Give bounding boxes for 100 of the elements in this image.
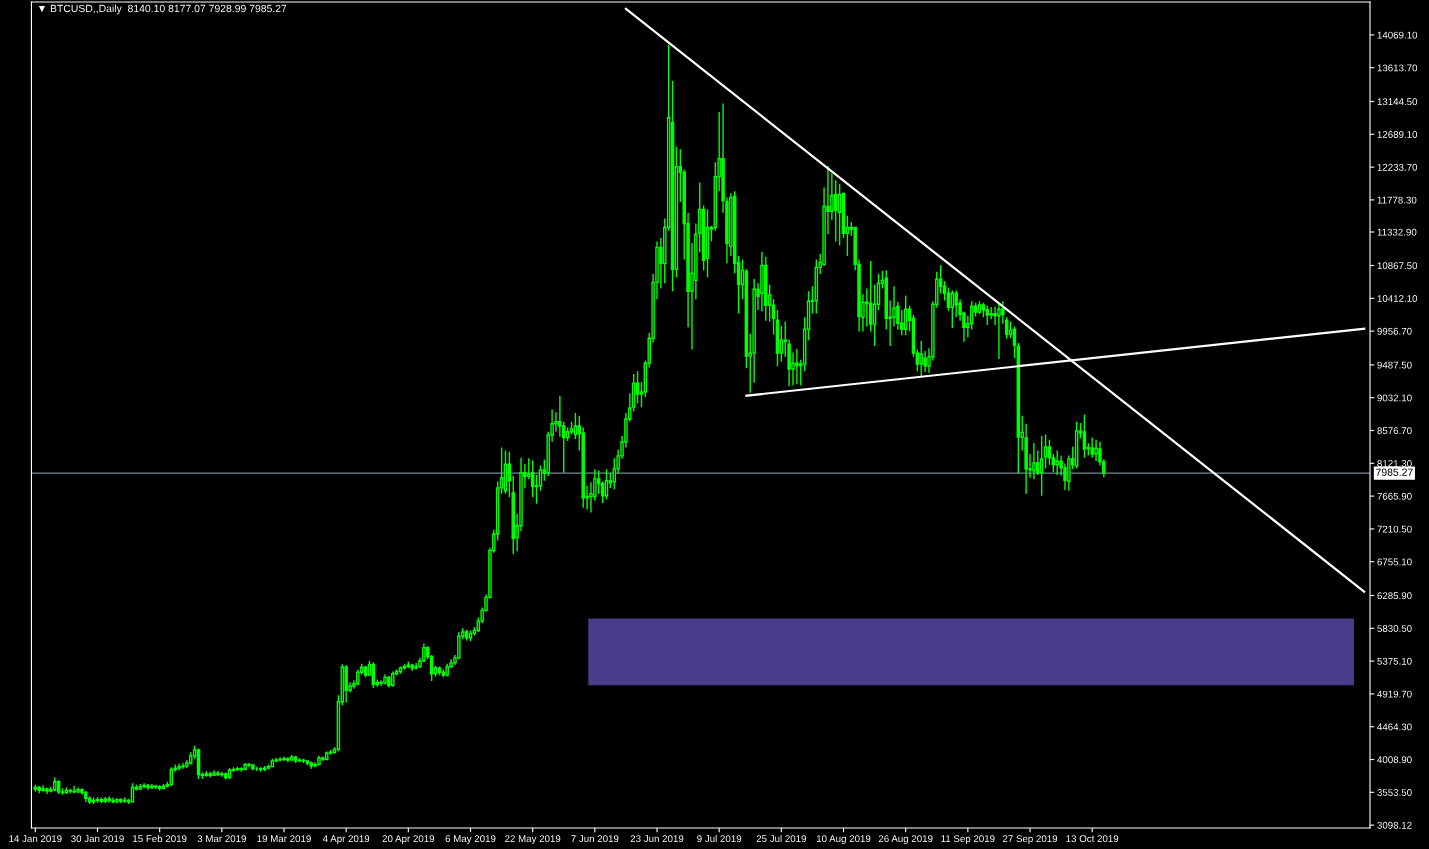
candlestick — [274, 757, 278, 764]
y-tick-label: 3098.12 — [1377, 821, 1412, 829]
y-tick-label: 11778.30 — [1377, 196, 1417, 204]
candlestick — [154, 783, 158, 790]
candlestick — [441, 668, 446, 679]
candlestick — [220, 770, 224, 778]
candlestick — [301, 758, 306, 764]
candlestick — [142, 782, 146, 789]
candlestick — [84, 790, 88, 803]
candlestick — [293, 755, 298, 764]
y-tick-label: 7210.50 — [1377, 525, 1412, 533]
candlestick — [235, 765, 240, 772]
candlestick — [317, 755, 321, 766]
candlestick — [76, 786, 80, 794]
y-tick-label: 13613.70 — [1377, 64, 1418, 72]
candlestick — [68, 788, 73, 794]
y-tick-label: 13144.50 — [1377, 98, 1418, 106]
candlestick — [119, 797, 123, 805]
candlestick — [985, 304, 990, 326]
candlestick — [1090, 436, 1094, 459]
candlestick — [328, 749, 333, 756]
candlestick — [251, 763, 255, 771]
candlestick — [989, 306, 993, 321]
x-tick-label: 11 Sep 2019 — [941, 835, 995, 845]
candlestick — [290, 754, 294, 762]
y-tick-label: 9487.50 — [1377, 361, 1412, 369]
y-tick-label: 7665.90 — [1377, 492, 1412, 500]
candlestick — [464, 629, 469, 642]
y-tick-label: 14069.10 — [1377, 31, 1418, 39]
candlestick — [216, 770, 220, 777]
y-tick-label: 9956.70 — [1377, 327, 1412, 335]
candlestick — [344, 664, 348, 704]
candlestick — [356, 668, 360, 686]
candlestick — [437, 665, 442, 676]
x-tick-label: 4 Apr 2019 — [322, 835, 370, 845]
candlestick — [398, 665, 403, 675]
candlestick — [406, 660, 411, 669]
candlestick — [223, 771, 228, 781]
x-tick-label: 23 Jun 2019 — [630, 835, 684, 843]
candlestick — [297, 757, 302, 764]
candlestick — [321, 755, 325, 762]
candlestick — [45, 786, 49, 795]
candlestick — [212, 769, 216, 777]
candlestick — [837, 183, 842, 246]
candlestick — [87, 795, 92, 805]
y-tick-label: 8121.30 — [1377, 460, 1412, 467]
x-tick-label: 14 Jan 2019 — [9, 835, 62, 843]
candlestick — [107, 795, 111, 804]
candlestick — [503, 449, 508, 495]
x-tick-label: 25 Jul 2019 — [756, 834, 807, 843]
y-tick-label: 12233.70 — [1377, 163, 1418, 171]
candlestick — [208, 770, 212, 779]
candlestick — [262, 765, 267, 772]
y-tick-label: 3553.50 — [1377, 789, 1412, 796]
candlestick — [414, 662, 418, 671]
candlestick — [445, 662, 449, 678]
y-tick-label: 5830.50 — [1377, 625, 1412, 632]
candlestick — [410, 662, 414, 672]
candlestick — [309, 760, 313, 770]
y-tick-label: 11332.90 — [1377, 228, 1417, 236]
candlestick — [33, 783, 38, 793]
candlestick — [305, 759, 310, 766]
x-tick-label: 13 Oct 2019 — [1066, 835, 1119, 843]
candlestick — [52, 776, 57, 792]
candlestick — [282, 755, 286, 762]
candlestick — [1039, 435, 1044, 497]
candlestick — [1032, 442, 1036, 480]
candlestick — [161, 783, 166, 791]
candlestick — [204, 770, 209, 778]
candlestick — [138, 783, 142, 791]
candlestick — [387, 675, 391, 689]
candlestick — [130, 782, 135, 804]
candlestick — [146, 783, 150, 791]
y-tick-label: 4919.70 — [1377, 690, 1412, 698]
candlestick — [115, 797, 119, 805]
x-tick-label: 9 Jul 2019 — [697, 834, 742, 843]
candlestick — [604, 468, 609, 501]
candlestick — [1055, 449, 1059, 476]
candlestick — [997, 302, 1001, 360]
x-tick-label: 10 Aug 2019 — [816, 835, 871, 845]
y-tick-label: 10412.10 — [1377, 295, 1418, 302]
x-tick-label: 7 Jun 2019 — [571, 835, 619, 843]
ref-line-label: 7985.27 — [1376, 468, 1413, 476]
candlestick — [814, 258, 819, 315]
candlestick — [243, 762, 247, 771]
y-tick-label: 9032.10 — [1377, 394, 1412, 402]
x-tick-label: 27 Sep 2019 — [1002, 835, 1058, 845]
candlestick — [247, 762, 251, 769]
candlestick — [950, 289, 955, 329]
candlestick — [181, 762, 185, 770]
candlestick — [72, 785, 76, 794]
candlestick — [122, 796, 127, 804]
y-tick-label: 6285.90 — [1377, 592, 1412, 600]
candlestick — [266, 763, 271, 771]
candlestick — [775, 309, 780, 367]
y-tick-label: 12689.10 — [1377, 131, 1418, 138]
candlestick — [705, 208, 710, 279]
y-tick-label: 6755.10 — [1377, 558, 1412, 566]
candlestick — [177, 763, 181, 771]
y-tick-label: 5375.10 — [1377, 657, 1412, 665]
